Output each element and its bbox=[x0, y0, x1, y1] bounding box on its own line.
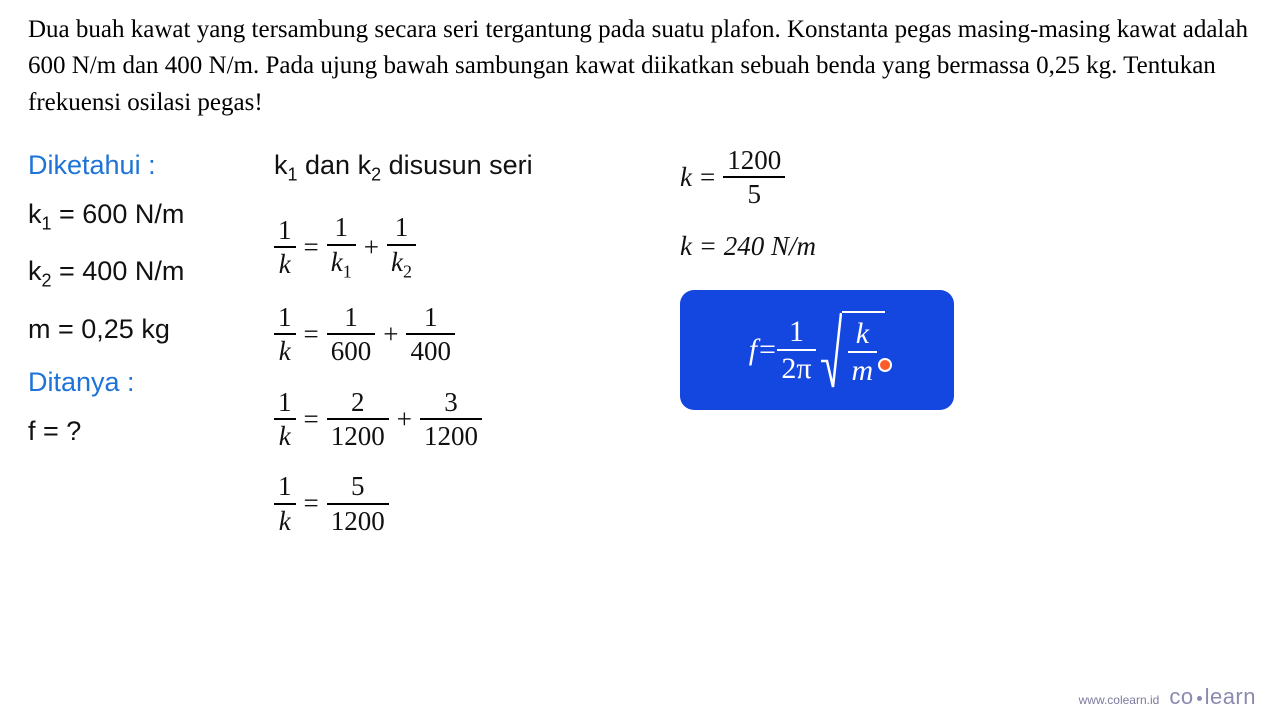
series-heading: k1 dan k2 disusun seri bbox=[274, 150, 634, 185]
result-column: k = 1200 5 k = 240 N/m bbox=[680, 146, 1020, 284]
cursor-pointer-icon bbox=[878, 358, 892, 372]
var-k: k bbox=[28, 256, 42, 286]
num: 1 bbox=[274, 216, 296, 244]
known-k1: k1 = 600 N/m bbox=[28, 199, 258, 234]
known-k2: k2 = 400 N/m bbox=[28, 256, 258, 291]
asked-heading: Ditanya : bbox=[28, 367, 258, 398]
radical-symbol bbox=[820, 311, 842, 389]
frac-lhs: 1k bbox=[274, 388, 296, 451]
plus: + bbox=[397, 404, 412, 435]
k-value: k = 240 N/m bbox=[680, 231, 816, 262]
frac-5-1200: 5 1200 bbox=[327, 472, 389, 535]
frac-1-600: 1600 bbox=[327, 303, 376, 366]
frac-lhs: 1k bbox=[274, 472, 296, 535]
num: 2 bbox=[347, 388, 369, 416]
den: 1200 bbox=[420, 422, 482, 450]
frac-1200-5: 1200 5 bbox=[723, 146, 785, 209]
series-k1-var: k bbox=[274, 150, 288, 180]
den: 1200 bbox=[327, 422, 389, 450]
derivation-column: k1 dan k2 disusun seri 1k = 1k1 + 1k2 1k… bbox=[274, 150, 634, 557]
known-heading: Diketahui : bbox=[28, 150, 258, 181]
frequency-formula-box: f = 12π km bbox=[680, 290, 954, 410]
den: k bbox=[275, 250, 295, 278]
footer-url: www.colearn.id bbox=[1079, 693, 1160, 707]
den: k bbox=[275, 422, 295, 450]
colearn-logo: colearn bbox=[1169, 684, 1256, 710]
num: k bbox=[852, 318, 873, 350]
dot-icon bbox=[1197, 696, 1202, 701]
den: k1 bbox=[327, 248, 356, 281]
den: m bbox=[848, 355, 878, 387]
frac-3-1200: 3 1200 bbox=[420, 388, 482, 451]
sub-1: 1 bbox=[42, 213, 52, 233]
equals: = bbox=[304, 404, 319, 435]
num: 1 bbox=[340, 303, 362, 331]
den: 400 bbox=[406, 337, 455, 365]
known-column: Diketahui : k1 = 600 N/m k2 = 400 N/m m … bbox=[28, 150, 258, 469]
den: 2π bbox=[777, 353, 815, 385]
plus: + bbox=[364, 232, 379, 263]
sub: 1 bbox=[343, 261, 352, 281]
var: k bbox=[331, 247, 343, 277]
var-f: f bbox=[749, 333, 757, 367]
num: 1 bbox=[391, 213, 413, 241]
radicand: km bbox=[842, 311, 886, 389]
num: 3 bbox=[440, 388, 462, 416]
equals: = bbox=[304, 232, 319, 263]
equation-1: 1k = 1k1 + 1k2 bbox=[274, 213, 634, 281]
plus: + bbox=[383, 319, 398, 350]
den: k bbox=[275, 507, 295, 535]
num: 1 bbox=[785, 316, 808, 348]
frac-1k2: 1 k2 bbox=[387, 213, 416, 281]
series-sub2: 2 bbox=[371, 164, 381, 184]
k2-value: = 400 N/m bbox=[52, 256, 185, 286]
sub: 2 bbox=[403, 261, 412, 281]
footer: www.colearn.id colearn bbox=[1079, 684, 1256, 710]
num: 1 bbox=[274, 303, 296, 331]
k-fraction: k = 1200 5 bbox=[680, 146, 1020, 209]
den: k bbox=[275, 337, 295, 365]
series-mid: dan k bbox=[298, 150, 372, 180]
logo-post: learn bbox=[1205, 684, 1256, 709]
frac-1k1: 1k1 bbox=[327, 213, 356, 281]
var-k: k bbox=[28, 199, 42, 229]
series-sub1: 1 bbox=[288, 164, 298, 184]
num: 1 bbox=[420, 303, 442, 331]
sub-2: 2 bbox=[42, 271, 52, 291]
den: 600 bbox=[327, 337, 376, 365]
num: 1200 bbox=[723, 146, 785, 174]
den: 5 bbox=[743, 180, 765, 208]
num: 1 bbox=[330, 213, 352, 241]
den: k2 bbox=[387, 248, 416, 281]
frac-k-m: km bbox=[848, 318, 878, 387]
num: 1 bbox=[274, 472, 296, 500]
problem-statement: Dua buah kawat yang tersambung secara se… bbox=[28, 12, 1248, 121]
equals: = bbox=[700, 162, 715, 193]
frequency-formula: f = 12π km bbox=[749, 311, 885, 389]
frac-lhs: 1k bbox=[274, 303, 296, 366]
equation-4: 1k = 51200 bbox=[274, 472, 634, 535]
k-result: k = 240 N/m bbox=[680, 231, 1020, 262]
k1-value: = 600 N/m bbox=[52, 199, 185, 229]
sqrt-icon: km bbox=[820, 311, 886, 389]
equals: = bbox=[757, 333, 777, 367]
num: 5 bbox=[347, 472, 369, 500]
asked-line: f = ? bbox=[28, 416, 258, 447]
frac-2-1200: 2 1200 bbox=[327, 388, 389, 451]
den: 1200 bbox=[327, 507, 389, 535]
equation-2: 1k = 1600 + 1400 bbox=[274, 303, 634, 366]
frac-1-400: 1400 bbox=[406, 303, 455, 366]
logo-pre: co bbox=[1169, 684, 1193, 709]
num: 1 bbox=[274, 388, 296, 416]
equation-3: 1k = 21200 + 31200 bbox=[274, 388, 634, 451]
series-suffix: disusun seri bbox=[381, 150, 533, 180]
frac-1k: 1k bbox=[274, 216, 296, 279]
known-mass: m = 0,25 kg bbox=[28, 314, 258, 345]
var-k: k bbox=[680, 162, 692, 193]
frac-1-2pi: 12π bbox=[777, 316, 815, 385]
equals: = bbox=[304, 488, 319, 519]
var: k bbox=[391, 247, 403, 277]
equals: = bbox=[304, 319, 319, 350]
